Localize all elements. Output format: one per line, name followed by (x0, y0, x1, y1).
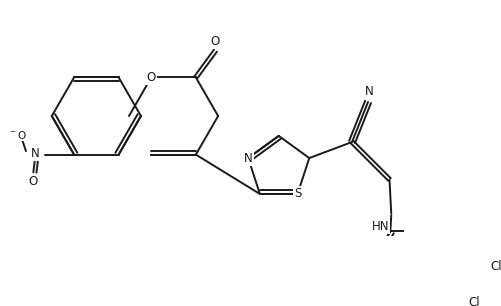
Text: O: O (210, 35, 219, 48)
Text: S: S (293, 188, 301, 200)
Text: $^-$O: $^-$O (8, 129, 27, 141)
Text: Cl: Cl (467, 296, 478, 306)
Text: N: N (364, 85, 373, 98)
Text: O: O (29, 175, 38, 188)
Text: Cl: Cl (489, 260, 501, 273)
Text: N: N (243, 151, 252, 165)
Text: N: N (31, 147, 39, 160)
Text: O: O (146, 71, 156, 84)
Text: HN: HN (371, 220, 389, 233)
